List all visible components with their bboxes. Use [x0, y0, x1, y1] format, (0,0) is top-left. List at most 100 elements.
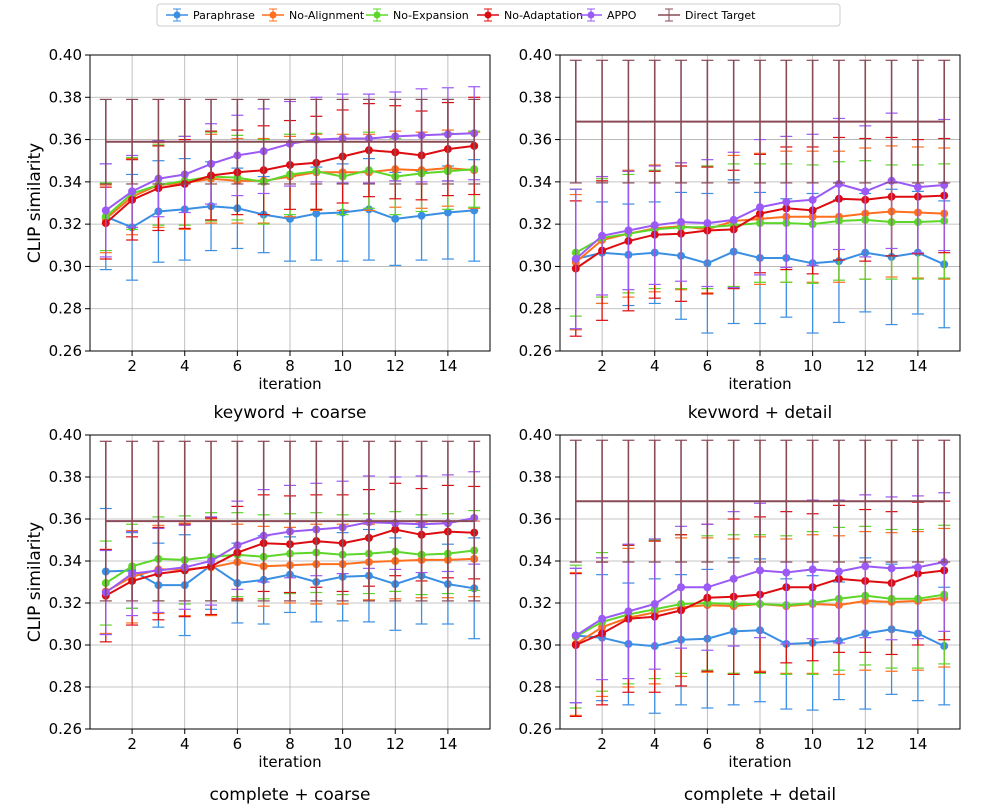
x-tick-label: 14: [908, 735, 927, 753]
panel-caption: kevword + detail: [688, 403, 832, 423]
x-tick-label: 14: [908, 357, 927, 375]
y-axis-label: CLIP similarity: [25, 522, 45, 642]
data-point: [913, 563, 922, 572]
data-point: [571, 255, 580, 264]
data-point: [650, 221, 659, 230]
y-tick-label: 0.38: [519, 88, 552, 106]
data-point: [624, 226, 633, 235]
legend-item-paraphrase: Paraphrase: [166, 8, 255, 22]
data-point: [861, 562, 870, 571]
x-axis-label: iteration: [258, 753, 321, 771]
y-tick-label: 0.40: [519, 46, 552, 64]
y-tick-label: 0.34: [519, 552, 552, 570]
y-tick-label: 0.32: [49, 215, 82, 233]
data-point: [391, 214, 400, 223]
y-tick-label: 0.28: [49, 678, 82, 696]
legend: Paraphrase No-Alignment No-Expansion No-Ada…: [156, 3, 841, 27]
series-direct-target: [569, 439, 951, 563]
data-point: [624, 607, 633, 616]
x-tick-label: 8: [285, 735, 295, 753]
series-direct-target: [99, 440, 481, 602]
y-tick-label: 0.32: [49, 594, 82, 612]
data-point: [312, 209, 321, 218]
y-tick-label: 0.32: [519, 215, 552, 233]
series-direct-target: [99, 98, 481, 185]
data-point: [598, 614, 607, 623]
x-tick-label: 6: [703, 735, 713, 753]
y-tick-label: 0.40: [49, 426, 82, 444]
x-tick-label: 2: [597, 357, 607, 375]
data-point: [729, 574, 738, 583]
x-axis-label: iteration: [258, 375, 321, 393]
panel-complete-detail: 0.26 0.28 0.30 0.32 0.34 0.36 0.38 0.40 2 4 6 8 10 12…: [519, 426, 961, 805]
data-point: [808, 195, 817, 204]
y-tick-label: 0.30: [49, 636, 82, 654]
y-tick-label: 0.36: [49, 131, 82, 149]
y-tick-label: 0.38: [49, 88, 82, 106]
x-tick-label: 12: [386, 735, 405, 753]
panel-complete-coarse: 0.26 0.28 0.30 0.32 0.34 0.36 0.38 0.40 2 4 6 8 10 12…: [25, 426, 491, 805]
x-tick-label: 4: [180, 735, 190, 753]
legend-marker-no-expansion: [373, 11, 381, 19]
data-point: [887, 564, 896, 573]
y-tick-label: 0.26: [49, 720, 82, 738]
y-tick-label: 0.28: [49, 300, 82, 318]
x-tick-label: 4: [650, 735, 660, 753]
y-tick-label: 0.34: [49, 552, 82, 570]
data-point: [703, 583, 712, 592]
y-tick-label: 0.38: [519, 468, 552, 486]
x-tick-label: 10: [803, 357, 822, 375]
data-point: [677, 583, 686, 592]
legend-marker-no-adaptation: [484, 11, 492, 19]
y-tick-label: 0.32: [519, 594, 552, 612]
x-tick-label: 8: [285, 357, 295, 375]
x-tick-label: 14: [438, 357, 457, 375]
data-point: [598, 231, 607, 240]
y-tick-label: 0.28: [519, 678, 552, 696]
legend-marker-appo: [587, 11, 595, 19]
y-tick-label: 0.26: [49, 342, 82, 360]
legend-item-appo: APPO: [580, 8, 637, 22]
data-point: [756, 566, 764, 575]
legend-item-no-expansion: No-Expansion: [366, 8, 469, 22]
panel-caption: keyword + coarse: [213, 403, 366, 423]
y-tick-label: 0.34: [519, 173, 552, 191]
x-tick-label: 12: [856, 735, 875, 753]
x-tick-label: 14: [438, 735, 457, 753]
y-tick-label: 0.34: [49, 173, 82, 191]
data-point: [861, 187, 870, 196]
data-point: [913, 183, 922, 192]
data-point: [128, 187, 137, 196]
x-tick-label: 12: [856, 357, 875, 375]
x-tick-label: 4: [180, 357, 190, 375]
y-tick-label: 0.30: [519, 636, 552, 654]
legend-marker-no-alignment: [269, 11, 277, 19]
legend-label-no-adaptation: No-Adaptation: [504, 9, 583, 22]
y-tick-label: 0.40: [519, 426, 552, 444]
y-tick-label: 0.36: [519, 131, 552, 149]
y-tick-label: 0.38: [49, 468, 82, 486]
data-point: [101, 206, 110, 215]
data-point: [677, 218, 686, 227]
data-point: [834, 567, 843, 576]
x-tick-label: 8: [755, 735, 765, 753]
data-point: [417, 211, 426, 220]
data-point: [756, 203, 764, 212]
data-point: [808, 565, 817, 574]
y-tick-label: 0.26: [519, 720, 552, 738]
data-point: [443, 208, 452, 217]
data-point: [782, 568, 791, 577]
legend-label-direct-target: Direct Target: [685, 9, 756, 22]
panel-keyword-coarse: 0.26 0.28 0.30 0.32 0.34 0.36 0.38 0.40 2 4 6 8 10 12…: [25, 46, 491, 423]
legend-label-appo: APPO: [607, 9, 637, 22]
data-point: [729, 215, 738, 224]
x-tick-label: 2: [597, 735, 607, 753]
x-tick-label: 10: [333, 735, 352, 753]
y-tick-label: 0.26: [519, 342, 552, 360]
y-tick-label: 0.36: [49, 510, 82, 528]
legend-item-no-alignment: No-Alignment: [262, 8, 365, 22]
legend-label-no-expansion: No-Expansion: [393, 9, 469, 22]
y-axis-label: CLIP similarity: [25, 143, 45, 263]
x-tick-label: 10: [333, 357, 352, 375]
